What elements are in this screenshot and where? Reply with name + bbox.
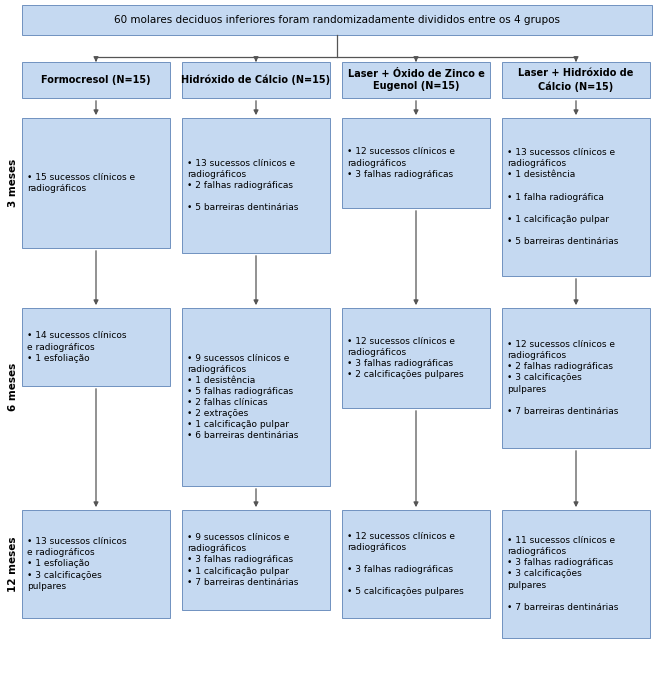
FancyBboxPatch shape <box>182 118 330 253</box>
Text: • 9 sucessos clínicos e
radiográficos
• 3 falhas radiográficas
• 1 calcificação : • 9 sucessos clínicos e radiográficos • … <box>187 533 298 587</box>
FancyBboxPatch shape <box>502 308 650 448</box>
Text: Formocresol (N=15): Formocresol (N=15) <box>41 75 151 85</box>
Text: Hidróxido de Cálcio (N=15): Hidróxido de Cálcio (N=15) <box>181 75 331 85</box>
Text: Laser + Óxido de Zinco e
Eugenol (N=15): Laser + Óxido de Zinco e Eugenol (N=15) <box>347 69 485 92</box>
FancyBboxPatch shape <box>22 118 170 248</box>
FancyBboxPatch shape <box>342 308 490 408</box>
FancyBboxPatch shape <box>22 5 652 35</box>
FancyBboxPatch shape <box>182 308 330 486</box>
FancyBboxPatch shape <box>502 62 650 98</box>
Text: • 13 sucessos clínicos
e radiográficos
• 1 esfoliação
• 3 calcificações
pulpares: • 13 sucessos clínicos e radiográficos •… <box>27 537 127 591</box>
Text: 12 meses: 12 meses <box>8 536 18 592</box>
Text: 3 meses: 3 meses <box>8 159 18 207</box>
FancyBboxPatch shape <box>182 510 330 610</box>
FancyBboxPatch shape <box>342 62 490 98</box>
FancyBboxPatch shape <box>502 118 650 276</box>
FancyBboxPatch shape <box>502 510 650 638</box>
FancyBboxPatch shape <box>342 118 490 208</box>
Text: • 14 sucessos clínicos
e radiográficos
• 1 esfoliação: • 14 sucessos clínicos e radiográficos •… <box>27 332 127 363</box>
Text: • 13 sucessos clínicos e
radiográficos
• 1 desistência

• 1 falha radiográfica

: • 13 sucessos clínicos e radiográficos •… <box>507 148 618 246</box>
Text: • 11 sucessos clínicos e
radiográficos
• 3 falhas radiográficas
• 3 calcificaçõe: • 11 sucessos clínicos e radiográficos •… <box>507 536 618 612</box>
Text: • 15 sucessos clínicos e
radiográficos: • 15 sucessos clínicos e radiográficos <box>27 173 135 193</box>
FancyBboxPatch shape <box>182 62 330 98</box>
Text: Laser + Hidróxido de
Cálcio (N=15): Laser + Hidróxido de Cálcio (N=15) <box>519 69 633 92</box>
Text: 6 meses: 6 meses <box>8 363 18 411</box>
Text: • 9 sucessos clínicos e
radiográficos
• 1 desistência
• 5 falhas radiográficas
•: • 9 sucessos clínicos e radiográficos • … <box>187 354 298 440</box>
FancyBboxPatch shape <box>342 510 490 618</box>
Text: • 12 sucessos clínicos e
radiográficos
• 3 falhas radiográficas
• 2 calcificaçõe: • 12 sucessos clínicos e radiográficos •… <box>347 337 463 379</box>
Text: • 12 sucessos clínicos e
radiográficos

• 3 falhas radiográficas

• 5 calcificaç: • 12 sucessos clínicos e radiográficos •… <box>347 532 463 596</box>
Text: 60 molares deciduos inferiores foram randomizadamente divididos entre os 4 grupo: 60 molares deciduos inferiores foram ran… <box>114 15 560 25</box>
FancyBboxPatch shape <box>22 308 170 386</box>
FancyBboxPatch shape <box>22 62 170 98</box>
FancyBboxPatch shape <box>22 510 170 618</box>
Text: • 12 sucessos clínicos e
radiográficos
• 2 falhas radiográficas
• 3 calcificaçõe: • 12 sucessos clínicos e radiográficos •… <box>507 340 618 416</box>
Text: • 13 sucessos clínicos e
radiográficos
• 2 falhas radiográficas

• 5 barreiras d: • 13 sucessos clínicos e radiográficos •… <box>187 159 298 212</box>
Text: • 12 sucessos clínicos e
radiográficos
• 3 falhas radiográficas: • 12 sucessos clínicos e radiográficos •… <box>347 147 455 179</box>
